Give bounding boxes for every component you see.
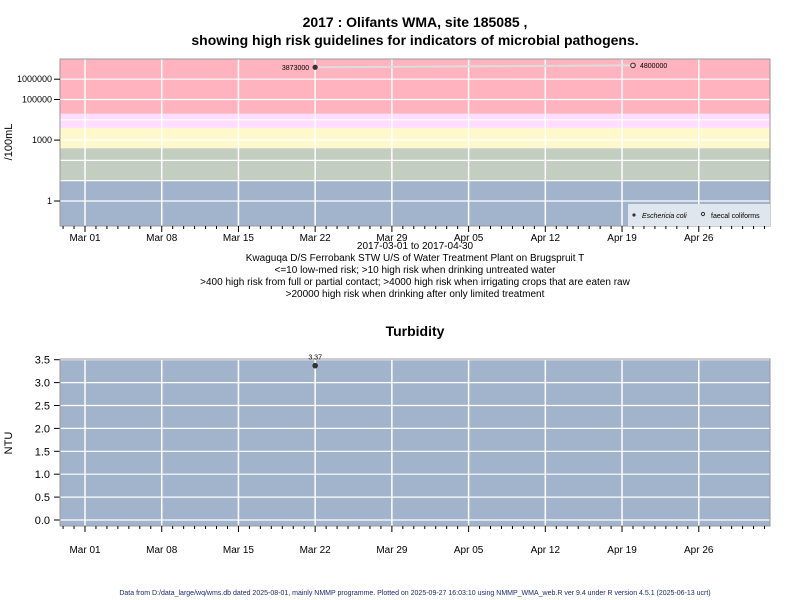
x-tick-label: Apr 12 — [531, 233, 561, 244]
x-tick-label: Mar 22 — [300, 233, 332, 244]
y-tick-label: 1000 — [32, 135, 52, 145]
y-tick-label: 2.0 — [35, 423, 50, 435]
footer-note: Data from D:/data_large/wq/wms.db dated … — [119, 590, 710, 597]
x-tick-label: Mar 08 — [146, 545, 178, 556]
date-range: 2017-03-01 to 2017-04-30 — [357, 241, 474, 252]
y-tick-label: 2.5 — [35, 401, 50, 413]
ecoli-point — [312, 64, 318, 70]
y-tick-label: 1 — [47, 196, 52, 206]
legend: Eschericia coli faecal coliforms — [628, 204, 770, 226]
site-name: Kwaguqa D/S Ferrobank STW U/S of Water T… — [246, 253, 584, 264]
x-tick-label: Mar 15 — [223, 545, 255, 556]
y-tick-label: 100000 — [22, 95, 52, 105]
y-tick-label: 0.5 — [35, 492, 50, 504]
risk-band-green — [60, 148, 770, 181]
guideline-note-1: <=10 low-med risk; >10 high risk when dr… — [275, 265, 557, 276]
plot-background — [60, 359, 770, 526]
x-tick-label: Mar 01 — [69, 233, 101, 244]
guideline-note-2: >400 high risk from full or partial cont… — [200, 277, 630, 288]
y-tick-label: 1000000 — [17, 74, 52, 84]
y-tick-label: 0.0 — [35, 515, 50, 527]
x-tick-label: Apr 05 — [454, 233, 484, 244]
guideline-note-3: >20000 high risk when drinking after onl… — [286, 289, 545, 300]
y-axis-label: NTU — [3, 432, 15, 455]
faecal-coliform-point-label: 4800000 — [640, 63, 667, 70]
risk-band-red — [60, 59, 770, 114]
x-tick-label: Mar 29 — [376, 233, 408, 244]
x-tick-label: Apr 26 — [684, 233, 714, 244]
y-axis-label: /100mL — [3, 124, 15, 161]
x-tick-label: Mar 08 — [146, 233, 178, 244]
connecting-line — [315, 64, 634, 69]
x-tick-label: Mar 01 — [69, 545, 101, 556]
x-tick-label: Mar 15 — [223, 233, 255, 244]
faecal-coliform-point — [630, 62, 636, 69]
turbidity-point — [312, 362, 318, 369]
turbidity-point-label: 3.37 — [308, 355, 322, 362]
legend-faecal-marker — [700, 211, 706, 217]
legend-ecoli-marker — [632, 213, 636, 217]
x-tick-label: Mar 29 — [376, 545, 408, 556]
risk-band-yellow — [60, 127, 770, 149]
x-tick-label: Apr 05 — [454, 545, 484, 556]
x-tick-label: Mar 22 — [300, 545, 332, 556]
chart-title-line2: showing high risk guidelines for indicat… — [191, 32, 638, 48]
x-tick-label: Apr 26 — [684, 545, 714, 556]
y-tick-label: 1.0 — [35, 469, 50, 481]
x-tick-label: Apr 19 — [607, 233, 637, 244]
turbidity-plot: 0.0 0.5 1.0 1.5 2.0 2.5 3.0 3.5 NTU Mar 01 Mar 08 M… — [3, 355, 771, 556]
plot-border — [59, 58, 771, 227]
y-tick-label: 3.0 — [35, 378, 50, 390]
legend-box — [628, 204, 770, 226]
x-tick-label: Apr 12 — [531, 545, 561, 556]
x-tick-label: Apr 19 — [607, 545, 637, 556]
ecoli-point-label: 3873000 — [282, 65, 309, 72]
microbial-plot: 1 1000 100000 1000000/100mL Mar 01 Mar 08 Mar … — [3, 58, 771, 244]
notes: 2017-03-01 to 2017-04-30 Kwaguqa D/S Fer… — [200, 241, 630, 300]
risk-band-pink — [60, 113, 770, 128]
chart-title-line1: 2017 : Olifants WMA, site 185085 , — [303, 14, 528, 30]
y-tick-label: 1.5 — [35, 446, 50, 458]
turbidity-title: Turbidity — [386, 323, 445, 339]
y-tick-label: 3.5 — [35, 355, 50, 367]
legend-ecoli-label: Eschericia coli — [642, 213, 687, 220]
plot-border — [59, 358, 771, 527]
legend-faecal-label: faecal coliforms — [711, 213, 760, 220]
